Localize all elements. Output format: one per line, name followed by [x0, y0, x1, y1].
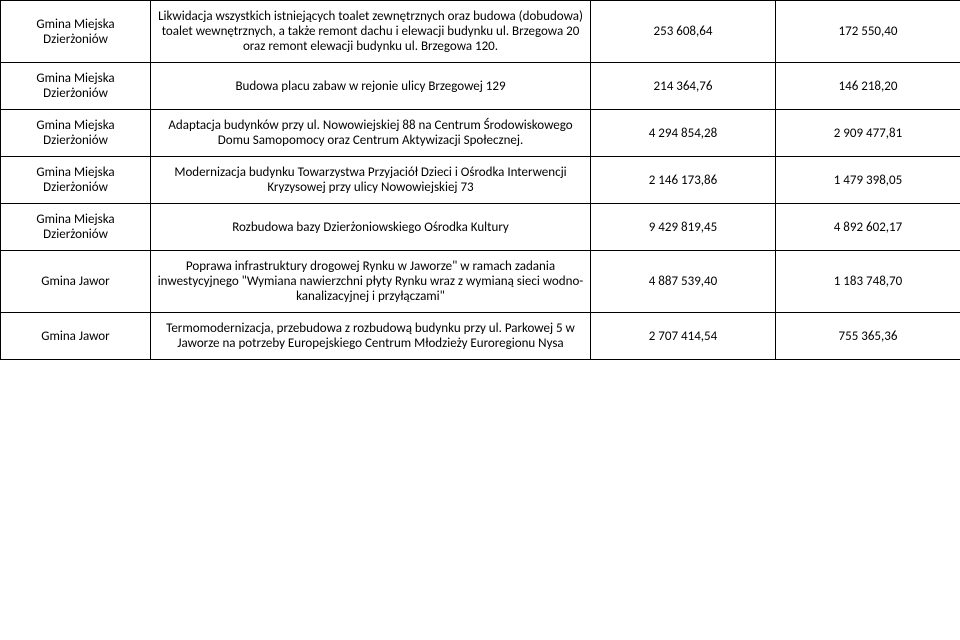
- data-table: Gmina Miejska Dzierżoniów Likwidacja wsz…: [0, 0, 960, 360]
- cell-location: Gmina Miejska Dzierżoniów: [1, 157, 151, 204]
- cell-value2: 146 218,20: [776, 63, 960, 110]
- cell-description: Adaptacja budynków przy ul. Nowowiejskie…: [151, 110, 591, 157]
- cell-description: Rozbudowa bazy Dzierżoniowskiego Ośrodka…: [151, 204, 591, 251]
- table-row: Gmina Miejska Dzierżoniów Rozbudowa bazy…: [1, 204, 960, 251]
- table-body: Gmina Miejska Dzierżoniów Likwidacja wsz…: [1, 1, 960, 360]
- cell-description: Poprawa infrastruktury drogowej Rynku w …: [151, 251, 591, 313]
- cell-location: Gmina Miejska Dzierżoniów: [1, 204, 151, 251]
- cell-value2: 755 365,36: [776, 313, 960, 360]
- table-row: Gmina Miejska Dzierżoniów Adaptacja budy…: [1, 110, 960, 157]
- table-row: Gmina Jawor Termomodernizacja, przebudow…: [1, 313, 960, 360]
- cell-value2: 1 183 748,70: [776, 251, 960, 313]
- cell-value1: 4 294 854,28: [591, 110, 776, 157]
- table-row: Gmina Jawor Poprawa infrastruktury drogo…: [1, 251, 960, 313]
- cell-value1: 9 429 819,45: [591, 204, 776, 251]
- cell-description: Modernizacja budynku Towarzystwa Przyjac…: [151, 157, 591, 204]
- cell-value2: 4 892 602,17: [776, 204, 960, 251]
- cell-value1: 214 364,76: [591, 63, 776, 110]
- cell-value1: 2 146 173,86: [591, 157, 776, 204]
- cell-location: Gmina Miejska Dzierżoniów: [1, 110, 151, 157]
- cell-value2: 2 909 477,81: [776, 110, 960, 157]
- cell-value1: 4 887 539,40: [591, 251, 776, 313]
- cell-value2: 172 550,40: [776, 1, 960, 63]
- cell-value1: 2 707 414,54: [591, 313, 776, 360]
- table-row: Gmina Miejska Dzierżoniów Likwidacja wsz…: [1, 1, 960, 63]
- cell-location: Gmina Miejska Dzierżoniów: [1, 1, 151, 63]
- cell-description: Termomodernizacja, przebudowa z rozbudow…: [151, 313, 591, 360]
- cell-location: Gmina Miejska Dzierżoniów: [1, 63, 151, 110]
- table-row: Gmina Miejska Dzierżoniów Budowa placu z…: [1, 63, 960, 110]
- cell-value1: 253 608,64: [591, 1, 776, 63]
- cell-location: Gmina Jawor: [1, 313, 151, 360]
- cell-value2: 1 479 398,05: [776, 157, 960, 204]
- table-row: Gmina Miejska Dzierżoniów Modernizacja b…: [1, 157, 960, 204]
- cell-location: Gmina Jawor: [1, 251, 151, 313]
- cell-description: Budowa placu zabaw w rejonie ulicy Brzeg…: [151, 63, 591, 110]
- cell-description: Likwidacja wszystkich istniejących toale…: [151, 1, 591, 63]
